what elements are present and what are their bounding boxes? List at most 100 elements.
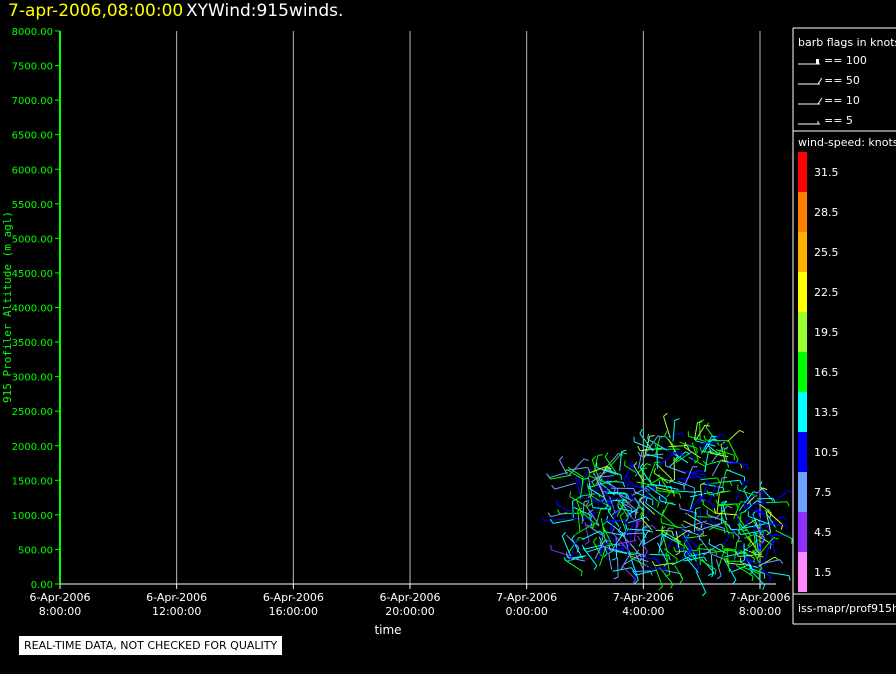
colorbar-swatch (798, 152, 807, 192)
colorbar-swatch (798, 352, 807, 392)
wind-barb-flag (651, 524, 656, 530)
wind-barb (544, 518, 565, 522)
wind-barb (673, 453, 689, 464)
wind-barb (549, 471, 568, 479)
wind-barb (698, 537, 710, 552)
wind-barb-flag (541, 516, 545, 522)
wind-barb-flag (788, 575, 791, 581)
barb-legend-title: barb flags in knots (798, 36, 896, 49)
wind-barb (761, 489, 763, 514)
wind-barb-flag (645, 487, 651, 492)
wind-barb-flag (611, 527, 615, 533)
wind-barb-flag (746, 464, 749, 470)
wind-barb (681, 470, 705, 476)
wind-barb (600, 518, 606, 542)
wind-barb-flag (551, 484, 555, 490)
wind-barb (663, 478, 685, 486)
wind-barb-flag (583, 458, 589, 462)
wind-barb-flag (585, 501, 590, 507)
wind-barb (608, 553, 613, 570)
wind-barb (607, 510, 620, 527)
wind-barb (757, 509, 763, 531)
wind-barb-flag (588, 482, 591, 488)
wind-barb-flag (713, 508, 717, 514)
wind-barb-flag (587, 494, 593, 499)
wind-barb (656, 490, 680, 494)
wind-barb-flag (768, 577, 772, 583)
wind-barb (716, 477, 723, 497)
wind-barb-flag (665, 573, 671, 578)
wind-barb (708, 543, 727, 554)
wind-barb (671, 490, 696, 493)
wind-barb-flag (674, 455, 679, 461)
wind-barb-flag (646, 463, 652, 466)
wind-barb-flag (660, 498, 664, 504)
wind-barb (606, 480, 624, 483)
wind-barb-flag (624, 524, 628, 530)
wind-barb (575, 522, 596, 535)
wind-barb (667, 451, 686, 457)
wind-barb (618, 539, 637, 545)
wind-barb (766, 523, 775, 544)
wind-barb (758, 556, 776, 567)
y-tick-label: 4500.00 (12, 269, 53, 280)
wind-barb-flag (608, 544, 611, 550)
wind-barb-flag (675, 558, 678, 565)
wind-barb-flag (696, 552, 699, 558)
wind-barb (740, 562, 758, 568)
wind-barb-flag (621, 449, 627, 452)
wind-barb-flag (685, 451, 691, 455)
x-tick-date: 6-Apr-2006 (146, 591, 207, 604)
wind-barb (706, 459, 724, 466)
wind-barb-flag (556, 499, 558, 505)
wind-barb (589, 475, 605, 483)
wind-barb-flag (694, 459, 699, 464)
wind-barb (685, 512, 703, 524)
wind-barb (636, 535, 649, 552)
wind-barb (604, 456, 619, 476)
wind-barb-flag (633, 488, 636, 494)
wind-barb-flag (588, 509, 594, 514)
wind-barb (578, 508, 595, 524)
wind-barb-flag (712, 438, 718, 441)
wind-barb-flag (791, 538, 793, 544)
wind-barb-flag (604, 452, 609, 458)
wind-barb-flag (641, 553, 646, 558)
wind-barb (727, 562, 745, 566)
wind-barb-flag (757, 539, 763, 543)
wind-barb (605, 492, 628, 495)
wind-barb (697, 523, 721, 531)
wind-barb-flag (716, 575, 722, 580)
wind-barb-flag (645, 516, 650, 522)
wind-barb-flag (682, 533, 686, 539)
wind-barb-flag (636, 520, 643, 523)
wind-barb (744, 507, 768, 515)
wind-barb (701, 450, 726, 455)
wind-barb-flag (605, 485, 611, 490)
wind-barb (635, 553, 645, 571)
wind-barb-flag (639, 463, 644, 468)
wind-barb-flag (640, 512, 644, 518)
wind-barb-flag (637, 445, 641, 451)
wind-barb-flag (732, 579, 737, 585)
wind-barb-flag (679, 578, 684, 584)
wind-barb-flag (752, 515, 758, 519)
wind-barb-flag (645, 562, 648, 568)
wind-barb-flag (680, 432, 685, 438)
wind-barb (683, 556, 705, 562)
wind-barb (605, 488, 612, 507)
wind-barb-flag (645, 498, 648, 504)
wind-barb (715, 559, 722, 577)
wind-barb-flag (601, 535, 604, 541)
y-tick-label: 0.00 (31, 580, 53, 591)
wind-barb (640, 556, 659, 560)
wind-barb (641, 487, 652, 503)
wind-barb (739, 550, 755, 559)
source-label: iss-mapr/prof915h (798, 602, 896, 615)
wind-barb (688, 456, 707, 468)
wind-barb (668, 445, 688, 448)
wind-barb (684, 520, 708, 529)
barb-legend-label: == 100 (824, 54, 867, 67)
wind-barb (629, 464, 642, 479)
wind-barb (572, 501, 574, 520)
